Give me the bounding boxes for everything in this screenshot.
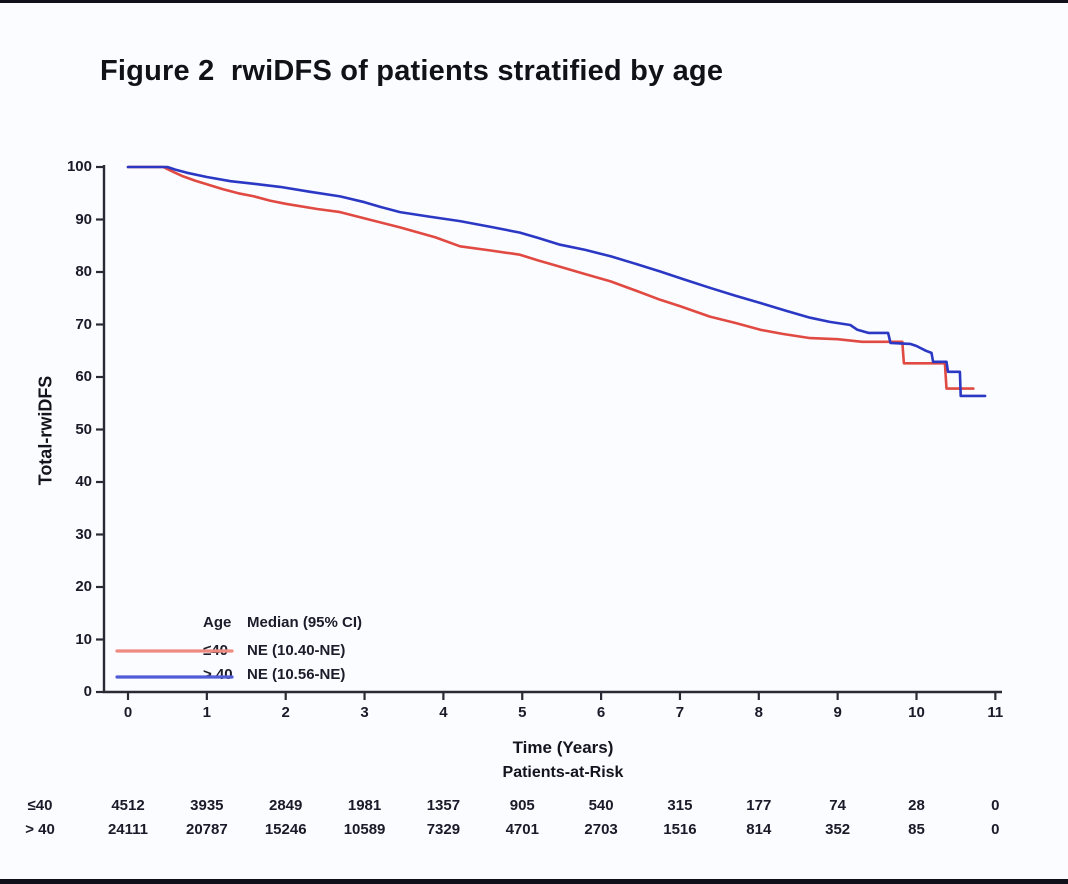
y-tick-10: 10 — [75, 630, 92, 648]
y-tick-100: 100 — [66, 158, 92, 175]
risk-cell-r1-t8: 814 — [746, 821, 772, 838]
risk-cell-r1-t0: 24111 — [107, 821, 149, 838]
x-tick-4: 4 — [439, 704, 448, 721]
x-axis-label: Time (Years) — [512, 738, 614, 757]
x-tick-5: 5 — [518, 704, 527, 721]
legend-header-age: Age — [203, 614, 232, 631]
y-tick-80: 80 — [75, 263, 92, 280]
risk-cell-r0-t3: 1981 — [347, 797, 382, 814]
x-tick-1: 1 — [202, 704, 212, 721]
risk-cell-r1-t2: 15246 — [264, 821, 307, 838]
legend-entry-gt40-label: > 40 — [203, 666, 233, 683]
risk-cell-r1-t11: 0 — [991, 821, 1000, 838]
legend-entry-gt40-median: NE (10.56-NE) — [247, 666, 346, 683]
y-tick-90: 90 — [75, 210, 92, 228]
x-tick-7: 7 — [675, 704, 685, 721]
y-tick-0: 0 — [83, 683, 92, 700]
risk-row-label-le40: ≤40 — [27, 797, 53, 814]
legend-entry-le40-median: NE (10.40-NE) — [247, 642, 346, 659]
frame-bottom-border — [0, 879, 1068, 884]
risk-cell-r0-t10: 28 — [908, 797, 925, 814]
risk-cell-r1-t9: 352 — [825, 821, 851, 838]
x-tick-9: 9 — [833, 704, 842, 721]
legend-header-median: Median (95% CI) — [247, 614, 363, 631]
x-tick-10: 10 — [908, 704, 925, 721]
risk-cell-r0-t6: 540 — [588, 797, 614, 814]
risk-cell-r0-t0: 4512 — [111, 797, 145, 814]
y-tick-50: 50 — [75, 420, 92, 438]
legend-swatches — [115, 649, 234, 679]
risk-cell-r1-t6: 2703 — [584, 821, 618, 838]
risk-cell-r0-t5: 905 — [509, 797, 535, 814]
risk-cell-r1-t7: 1516 — [663, 821, 697, 838]
risk-cell-r0-t9: 74 — [829, 797, 846, 814]
risk-cell-r0-t1: 3935 — [190, 797, 224, 814]
y-tick-20: 20 — [75, 578, 92, 595]
y-tick-70: 70 — [75, 315, 92, 333]
frame-top-border — [0, 0, 1068, 3]
y-tick-60: 60 — [75, 368, 92, 385]
risk-cell-r0-t4: 1357 — [426, 797, 461, 814]
x-tick-8: 8 — [754, 704, 763, 721]
risk-cell-r0-t2: 2849 — [269, 797, 303, 814]
axes — [96, 165, 1002, 700]
risk-cell-r1-t4: 7329 — [426, 821, 461, 838]
risk-cell-r0-t8: 177 — [746, 797, 772, 814]
y-axis-label: Total-rwiDFS — [35, 375, 56, 486]
x-tick-11: 11 — [987, 704, 1004, 721]
risk-cell-r1-t1: 20787 — [185, 821, 228, 838]
risk-cell-r0-t11: 0 — [991, 797, 1000, 814]
risk-cell-r1-t5: 4701 — [505, 821, 539, 838]
x-tick-2: 2 — [281, 704, 290, 721]
survival-curves — [126, 165, 987, 398]
figure-title: Figure 2 rwiDFS of patients stratified b… — [100, 55, 724, 87]
risk-cell-r1-t10: 85 — [908, 821, 925, 838]
risk-table-title: Patients-at-Risk — [502, 764, 624, 781]
x-tick-0: 0 — [123, 704, 133, 721]
risk-cell-r0-t7: 315 — [667, 797, 693, 814]
legend-header: Age Median (95% CI) — [203, 614, 362, 631]
curve-gt40 — [126, 165, 987, 398]
risk-cell-r1-t3: 10589 — [343, 821, 386, 838]
curve-le40 — [126, 165, 975, 390]
risk-row-label-gt40: > 40 — [25, 821, 55, 838]
x-tick-6: 6 — [596, 704, 606, 721]
x-tick-3: 3 — [360, 704, 369, 721]
y-tick-30: 30 — [75, 525, 92, 543]
legend-entry-gt40: > 40 NE (10.56-NE) — [203, 666, 345, 683]
y-tick-40: 40 — [75, 473, 92, 490]
